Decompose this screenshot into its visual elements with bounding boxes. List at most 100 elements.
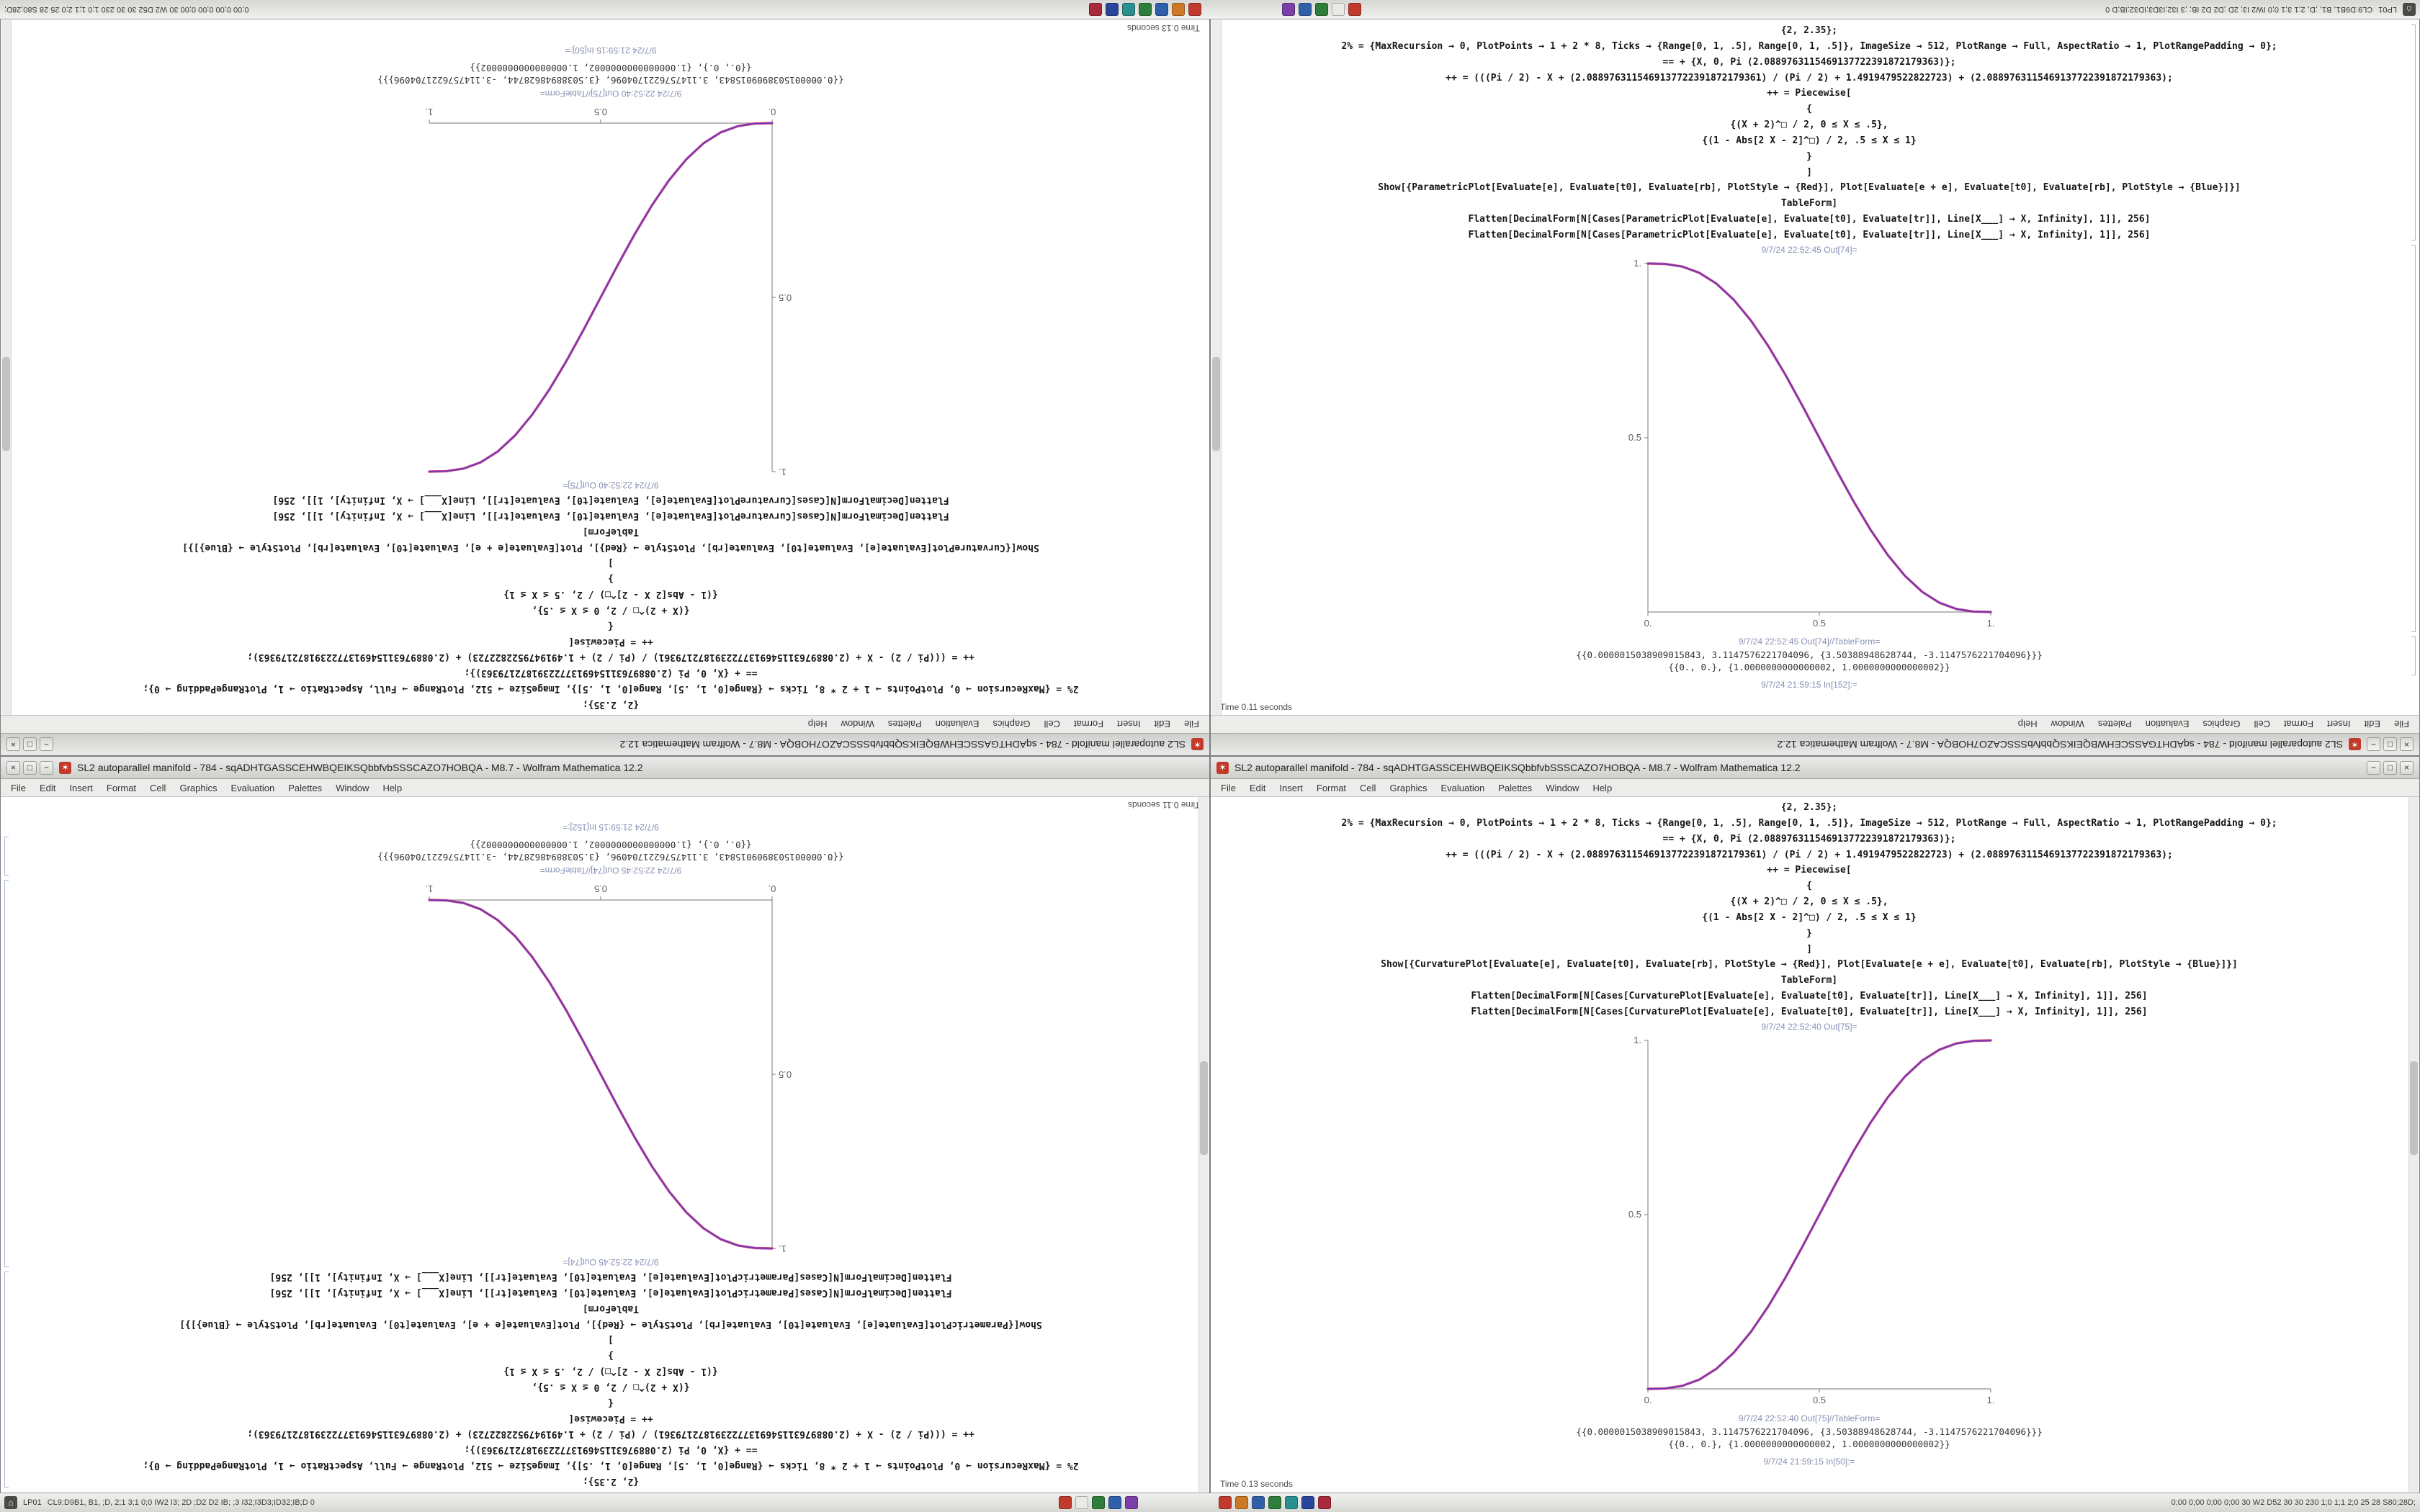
- code-cell-line[interactable]: Flatten[DecimalForm[N[Cases[CurvaturePlo…: [272, 508, 949, 522]
- scrollbar[interactable]: [1198, 797, 1209, 1492]
- taskbar-app-icon[interactable]: [1106, 3, 1119, 16]
- home-icon[interactable]: ⌂: [2403, 3, 2416, 16]
- taskbar-app-icon[interactable]: [1235, 1496, 1248, 1509]
- taskbar-app-icon[interactable]: [1219, 1496, 1232, 1509]
- output-line[interactable]: {{0.0000015038909015843, 3.1147576221704…: [377, 75, 843, 86]
- menu-item[interactable]: Evaluation: [2146, 719, 2190, 730]
- code-cell-line[interactable]: ++ = Piecewise[: [568, 634, 653, 648]
- maximize-button[interactable]: □: [2383, 761, 2397, 775]
- menu-item[interactable]: Evaluation: [936, 719, 980, 730]
- taskbar-app-icon[interactable]: [1172, 3, 1185, 16]
- menu-item[interactable]: Help: [382, 783, 402, 793]
- menu-item[interactable]: Window: [841, 719, 874, 730]
- code-cell-line[interactable]: Flatten[DecimalForm[N[Cases[CurvaturePlo…: [1471, 1006, 2147, 1020]
- code-cell-line[interactable]: {: [608, 1395, 614, 1409]
- code-cell-line[interactable]: ++ = (((Pi / 2) - X + (2.088976311546913…: [1446, 72, 2173, 86]
- code-cell-line[interactable]: Flatten[DecimalForm[N[Cases[CurvaturePlo…: [272, 492, 949, 506]
- taskbar-app-icon[interactable]: [1125, 1496, 1138, 1509]
- taskbar-app-icon[interactable]: [1348, 3, 1361, 16]
- taskbar-app-icon[interactable]: [1285, 1496, 1298, 1509]
- code-cell-line[interactable]: TableForm]: [583, 1301, 639, 1315]
- code-cell-line[interactable]: Flatten[DecimalForm[N[Cases[CurvaturePlo…: [1471, 990, 2147, 1004]
- code-cell-line[interactable]: ++ = Piecewise[: [1767, 87, 1851, 101]
- menu-item[interactable]: Window: [2051, 719, 2084, 730]
- code-cell-line[interactable]: {(1 - Abs[2 X - 2]^□) / 2, .5 ≤ X ≤ 1}: [1702, 912, 1916, 925]
- minimize-button[interactable]: −: [40, 761, 53, 775]
- code-cell-line[interactable]: Show[{ParametricPlot[Evaluate[e], Evalua…: [1378, 181, 2240, 195]
- taskbar-app-icon[interactable]: [1108, 1496, 1121, 1509]
- taskbar-app-icon[interactable]: [1268, 1496, 1281, 1509]
- code-cell-line[interactable]: {: [1806, 103, 1812, 117]
- code-cell-line[interactable]: {(X + 2)^□ / 2, 0 ≤ X ≤ .5},: [1730, 896, 1888, 909]
- menu-item[interactable]: Evaluation: [1440, 783, 1484, 793]
- menu-item[interactable]: Window: [336, 783, 369, 793]
- menu-item[interactable]: File: [1221, 783, 1236, 793]
- scrollbar-thumb[interactable]: [2, 357, 10, 451]
- menu-item[interactable]: File: [2394, 719, 2409, 730]
- window-titlebar[interactable]: × □ − ✶ SL2 autoparallel manifold - 784 …: [1, 757, 1209, 779]
- taskbar-app-icon[interactable]: [1092, 1496, 1105, 1509]
- taskbar-app-icon[interactable]: [1089, 3, 1102, 16]
- menu-item[interactable]: Format: [2284, 719, 2313, 730]
- code-cell-line[interactable]: {: [608, 618, 614, 632]
- close-button[interactable]: ×: [6, 738, 20, 752]
- menu-item[interactable]: Cell: [2254, 719, 2270, 730]
- window-titlebar[interactable]: ✶ SL2 autoparallel manifold - 784 - sqAD…: [1211, 757, 2419, 779]
- code-cell-line[interactable]: {(1 - Abs[2 X - 2]^□) / 2, .5 ≤ X ≤ 1}: [503, 587, 717, 600]
- scrollbar[interactable]: [2408, 797, 2419, 1492]
- maximize-button[interactable]: □: [23, 761, 37, 775]
- menu-item[interactable]: Cell: [1360, 783, 1376, 793]
- menu-item[interactable]: Help: [1592, 783, 1612, 793]
- taskbar-app-icon[interactable]: [1332, 3, 1345, 16]
- code-cell-line[interactable]: {(1 - Abs[2 X - 2]^□) / 2, .5 ≤ X ≤ 1}: [1702, 135, 1916, 148]
- code-cell-line[interactable]: {(1 - Abs[2 X - 2]^□) / 2, .5 ≤ X ≤ 1}: [503, 1364, 717, 1377]
- menu-item[interactable]: Insert: [2327, 719, 2351, 730]
- menu-item[interactable]: Edit: [40, 783, 55, 793]
- code-cell-line[interactable]: Show[{ParametricPlot[Evaluate[e], Evalua…: [179, 1317, 1041, 1331]
- output-line[interactable]: {{0.0000015038909015843, 3.1147576221704…: [377, 852, 843, 863]
- maximize-button[interactable]: □: [2383, 738, 2397, 752]
- close-button[interactable]: ×: [2400, 738, 2414, 752]
- taskbar-app-icon[interactable]: [1188, 3, 1201, 16]
- taskbar-app-icon[interactable]: [1139, 3, 1152, 16]
- menu-item[interactable]: Evaluation: [230, 783, 274, 793]
- taskbar-app-icon[interactable]: [1155, 3, 1168, 16]
- code-cell-line[interactable]: {(X + 2)^□ / 2, 0 ≤ X ≤ .5},: [532, 603, 689, 616]
- menu-item[interactable]: Cell: [1044, 719, 1060, 730]
- cell-bracket[interactable]: [4, 837, 9, 876]
- menu-item[interactable]: Graphics: [993, 719, 1031, 730]
- taskbar-app-icon[interactable]: [1122, 3, 1135, 16]
- code-cell-line[interactable]: {2, 2.35};: [1781, 24, 1837, 38]
- menu-item[interactable]: Format: [1074, 719, 1103, 730]
- code-cell-line[interactable]: Flatten[DecimalForm[N[Cases[ParametricPl…: [269, 1285, 951, 1299]
- menu-item[interactable]: Help: [2018, 719, 2038, 730]
- close-button[interactable]: ×: [6, 761, 20, 775]
- output-line[interactable]: {{0., 0.}, {1.0000000000000002, 1.000000…: [1668, 662, 1950, 672]
- code-cell-line[interactable]: ++ = (((Pi / 2) - X + (2.088976311546913…: [247, 650, 974, 664]
- code-cell-line[interactable]: {: [1806, 880, 1812, 894]
- code-cell-line[interactable]: ++ = (((Pi / 2) - X + (2.088976311546913…: [247, 1427, 974, 1441]
- code-cell-line[interactable]: {2, 2.35};: [1781, 801, 1837, 815]
- maximize-button[interactable]: □: [23, 738, 37, 752]
- code-cell-line[interactable]: ]: [1806, 166, 1812, 180]
- code-cell-line[interactable]: Show[{CurvaturePlot[Evaluate[e], Evaluat…: [1381, 958, 2238, 972]
- scrollbar[interactable]: [1211, 20, 1222, 715]
- code-cell-line[interactable]: 2% = {MaxRecursion → 0, PlotPoints → 1 +…: [143, 1458, 1078, 1472]
- menu-item[interactable]: Edit: [1155, 719, 1170, 730]
- window-titlebar[interactable]: × □ − ✶ SL2 autoparallel manifold - 784 …: [1211, 733, 2419, 755]
- code-cell-line[interactable]: TableForm]: [1781, 197, 1837, 211]
- code-cell-line[interactable]: == + {X, 0, Pi (2.0889763115469137722391…: [1663, 56, 1956, 70]
- taskbar-app-icon[interactable]: [1301, 1496, 1314, 1509]
- cell-bracket[interactable]: [4, 880, 9, 1267]
- minimize-button[interactable]: −: [40, 738, 53, 752]
- menu-item[interactable]: Insert: [1117, 719, 1141, 730]
- code-cell-line[interactable]: TableForm]: [583, 524, 639, 538]
- code-cell-line[interactable]: }: [608, 1348, 614, 1362]
- taskbar-app-icon[interactable]: [1075, 1496, 1088, 1509]
- menu-item[interactable]: Palettes: [2098, 719, 2132, 730]
- code-cell-line[interactable]: 2% = {MaxRecursion → 0, PlotPoints → 1 +…: [143, 681, 1078, 695]
- menu-item[interactable]: Graphics: [179, 783, 217, 793]
- cell-bracket[interactable]: [2411, 636, 2416, 675]
- taskbar-app-icon[interactable]: [1252, 1496, 1265, 1509]
- taskbar-app-icon[interactable]: [1318, 1496, 1331, 1509]
